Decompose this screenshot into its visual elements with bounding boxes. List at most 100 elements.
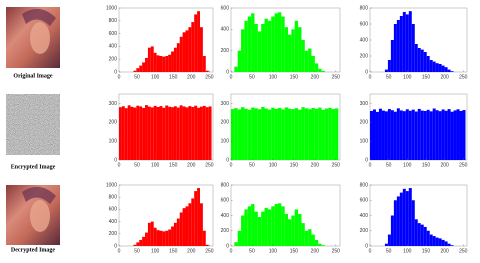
bar	[370, 110, 373, 160]
x-tick-label: 150	[422, 162, 431, 168]
bar	[429, 234, 433, 246]
y-tick-label: 1000	[106, 182, 117, 188]
y-tick-label: 300	[109, 101, 118, 107]
bar	[420, 110, 424, 160]
bar	[208, 106, 212, 160]
bar	[205, 107, 209, 160]
bar	[453, 110, 457, 160]
x-tick-label: 0	[369, 74, 372, 80]
y-tick-label: 800	[221, 182, 230, 188]
bar	[417, 48, 421, 72]
x-tick-label: 150	[422, 248, 431, 254]
bar	[420, 224, 424, 246]
original-image	[6, 7, 60, 68]
bar	[159, 56, 163, 72]
bar	[244, 108, 248, 160]
bar	[318, 243, 322, 246]
bar	[162, 56, 166, 72]
bar	[257, 31, 262, 72]
bar	[185, 206, 189, 246]
bar	[429, 111, 433, 160]
x-tick-label: 250	[459, 74, 468, 80]
bar	[231, 109, 235, 160]
bar	[199, 106, 203, 160]
x-tick-label: 250	[332, 74, 341, 80]
bar	[396, 196, 400, 246]
bar	[393, 24, 397, 72]
bar	[267, 20, 272, 72]
histogram: 0 50 100 150 200 250 0 200 400 600	[221, 5, 341, 80]
bar	[205, 244, 209, 246]
bar	[294, 209, 299, 246]
bar	[191, 107, 195, 160]
bar	[271, 107, 275, 160]
y-tick-label: 400	[360, 37, 369, 43]
bar	[426, 56, 430, 72]
bar	[261, 24, 265, 72]
bar	[173, 106, 177, 160]
bar	[298, 213, 302, 246]
x-tick-label: 50	[134, 74, 140, 80]
bar	[254, 211, 258, 246]
x-tick-label: 100	[151, 74, 160, 80]
bar	[136, 68, 140, 72]
bar	[182, 106, 186, 160]
bar	[147, 47, 151, 72]
bar	[399, 110, 403, 160]
bar	[308, 109, 312, 160]
bar	[124, 108, 128, 160]
bar	[384, 243, 388, 246]
bar	[314, 63, 319, 72]
bar	[298, 109, 302, 160]
bar	[188, 27, 192, 72]
y-tick-label: 600	[221, 5, 230, 11]
bar	[168, 106, 172, 160]
x-tick-label: 0	[118, 248, 121, 254]
bar	[182, 208, 186, 246]
bar	[162, 107, 166, 160]
bar	[450, 71, 454, 72]
bar	[435, 63, 439, 72]
x-tick-label: 250	[332, 248, 341, 254]
y-tick-label: 0	[365, 243, 368, 249]
x-tick-label: 200	[440, 162, 449, 168]
x-tick-label: 200	[187, 248, 196, 254]
bar	[188, 106, 192, 160]
bar	[247, 206, 252, 246]
bar	[199, 203, 203, 246]
bar	[165, 230, 169, 246]
bar	[387, 234, 391, 246]
bar	[447, 109, 451, 160]
x-tick-label: 100	[403, 74, 412, 80]
y-tick-label: 0	[365, 69, 368, 75]
y-tick-label: 800	[109, 18, 118, 24]
bar	[274, 108, 278, 160]
bar	[304, 230, 309, 246]
bar	[291, 29, 295, 72]
bar	[438, 111, 442, 160]
bar	[244, 209, 248, 246]
bar	[168, 54, 172, 72]
bar	[414, 219, 418, 246]
histogram: 0 50 100 150 200 250 0 200 400 600 800	[221, 182, 341, 254]
y-tick-label: 100	[360, 138, 369, 144]
bar	[334, 108, 339, 160]
y-tick-label: 200	[109, 231, 118, 237]
bar	[194, 191, 198, 246]
x-tick-label: 50	[249, 74, 255, 80]
bar	[288, 219, 292, 246]
image-label: Decrypted Image	[11, 247, 55, 253]
bar	[150, 221, 154, 246]
bar	[288, 34, 292, 72]
x-tick-label: 200	[311, 248, 320, 254]
bar	[156, 107, 160, 160]
bar	[150, 46, 154, 72]
bar	[139, 65, 143, 72]
bar	[147, 106, 151, 160]
bar	[459, 110, 463, 160]
histogram: 0 50 100 150 200 250 0 200 400 600 800	[360, 5, 468, 80]
bar	[142, 236, 146, 246]
bar	[188, 203, 192, 246]
bar	[291, 215, 295, 246]
x-tick-label: 250	[332, 162, 341, 168]
